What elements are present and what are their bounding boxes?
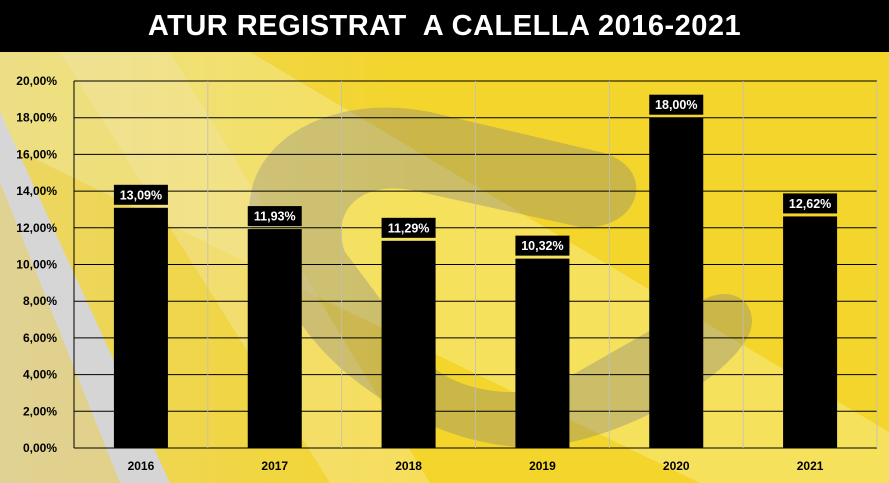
chart-area: 0,00% 2,00% 4,00% 6,00% 8,00% 10,00% 12,00% 14,… [0, 52, 889, 483]
title-bar: ATUR REGISTRAT A CALELLA 2016-2021 [0, 0, 889, 52]
data-label: 11,29% [388, 221, 430, 235]
data-label-box [649, 94, 704, 115]
x-tick-label: 2018 [395, 459, 422, 473]
data-label: 13,09% [120, 188, 162, 202]
bar-2021 [783, 216, 838, 448]
y-tick-label: 8,00% [23, 294, 57, 308]
y-tick-label: 6,00% [23, 331, 57, 345]
y-tick-label: 0,00% [23, 441, 57, 455]
y-tick-label: 10,00% [16, 258, 57, 272]
x-tick-label: 2016 [128, 459, 155, 473]
y-tick-label: 18,00% [16, 111, 57, 125]
chart-title: ATUR REGISTRAT A CALELLA 2016-2021 [147, 9, 742, 42]
x-axis-tick-labels: 2016 2017 2018 2019 2020 2021 [128, 459, 824, 473]
data-label: 11,93% [254, 210, 296, 224]
chart-grid [73, 80, 878, 449]
y-axis-tick-labels: 0,00% 2,00% 4,00% 6,00% 8,00% 10,00% 12,00% 14,… [16, 74, 57, 455]
bar-2020 [649, 117, 704, 448]
y-tick-label: 20,00% [16, 74, 57, 88]
x-tick-label: 2017 [261, 459, 288, 473]
bar-chart: 0,00% 2,00% 4,00% 6,00% 8,00% 10,00% 12,00% 14,… [0, 52, 889, 483]
bar-2016 [113, 207, 168, 448]
data-label-box [247, 206, 302, 227]
chart-bars [113, 117, 838, 448]
y-tick-label: 2,00% [23, 404, 57, 418]
data-label-box [113, 184, 168, 205]
data-label-box [783, 193, 838, 214]
data-label: 12,62% [789, 197, 831, 211]
bar-2018 [381, 240, 436, 448]
data-label: 18,00% [655, 98, 697, 112]
data-label-box [381, 217, 436, 238]
data-labels: 13,09% 11,93% 11,29% 10,32% 18,00% 12,62% [113, 94, 838, 256]
bar-2017 [247, 229, 302, 448]
x-tick-label: 2021 [797, 459, 824, 473]
y-tick-label: 16,00% [16, 147, 57, 161]
y-tick-label: 4,00% [23, 368, 57, 382]
x-tick-label: 2019 [529, 459, 556, 473]
bar-2019 [515, 258, 570, 448]
y-tick-label: 14,00% [16, 184, 57, 198]
y-tick-label: 12,00% [16, 221, 57, 235]
data-label-box [515, 235, 570, 256]
x-tick-label: 2020 [663, 459, 690, 473]
data-label: 10,32% [521, 239, 563, 253]
